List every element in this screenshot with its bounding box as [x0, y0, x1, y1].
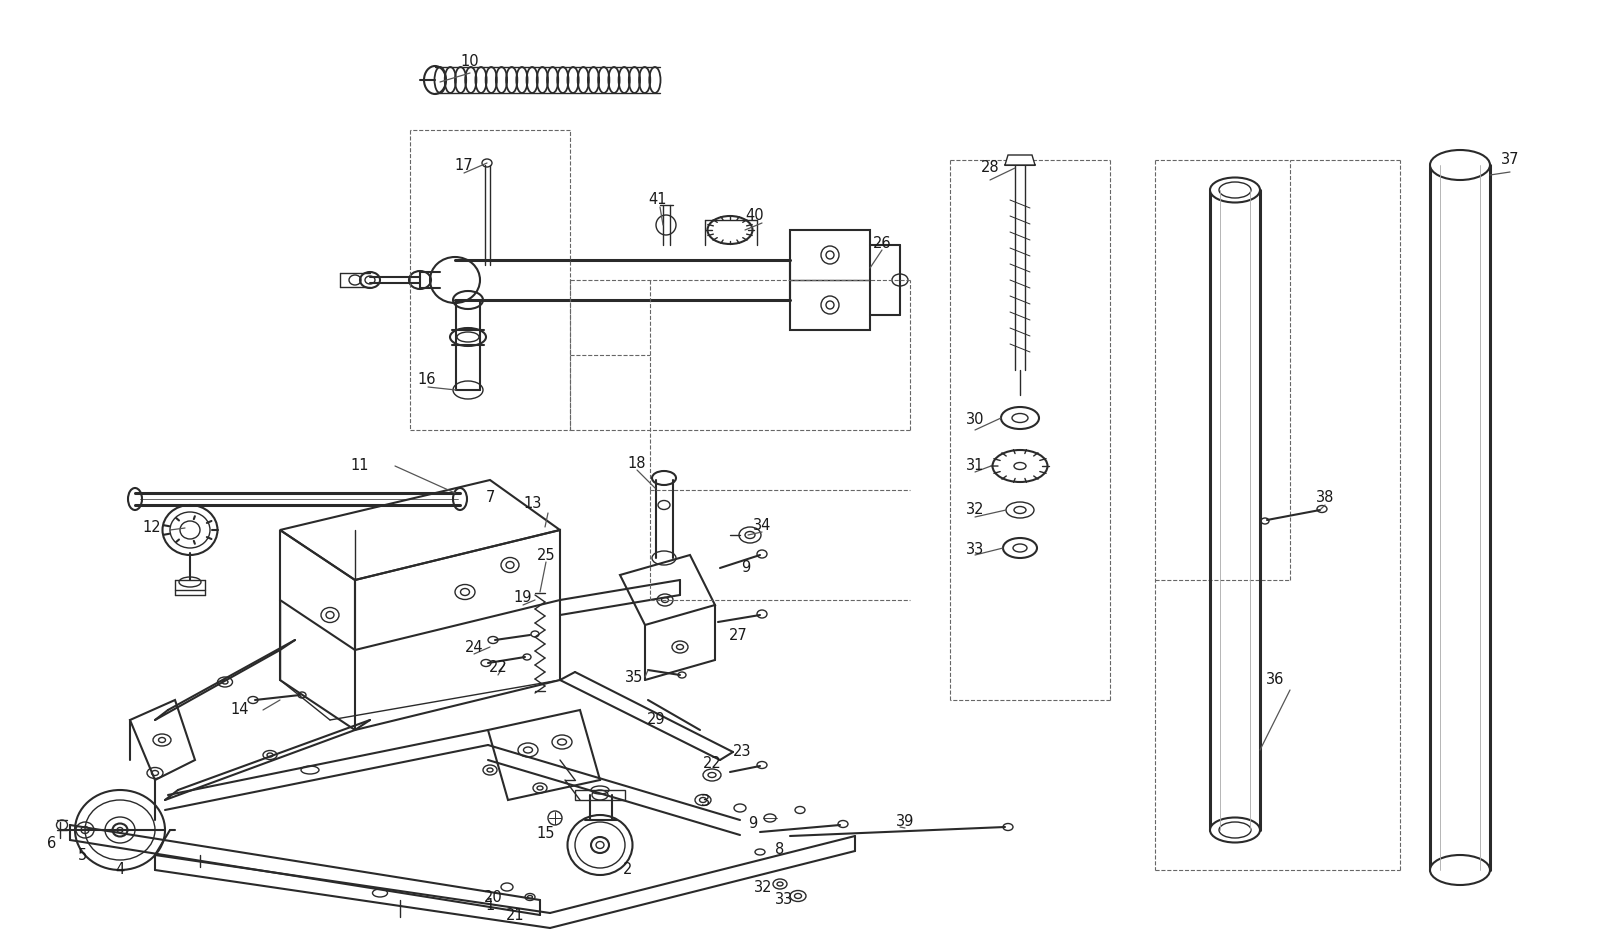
- Text: 34: 34: [754, 518, 771, 533]
- Text: 35: 35: [626, 669, 643, 684]
- Text: 26: 26: [872, 236, 891, 250]
- Text: 17: 17: [454, 157, 474, 172]
- Text: 8: 8: [776, 843, 784, 857]
- Text: 30: 30: [966, 412, 984, 427]
- Text: 12: 12: [142, 520, 162, 535]
- Text: 37: 37: [1501, 153, 1520, 168]
- Text: 20: 20: [483, 890, 502, 906]
- Text: 9: 9: [749, 816, 758, 831]
- Text: 14: 14: [230, 703, 250, 718]
- Ellipse shape: [1430, 150, 1490, 180]
- Text: 38: 38: [1315, 490, 1334, 505]
- Text: 11: 11: [350, 458, 370, 474]
- Text: 23: 23: [733, 744, 752, 759]
- Text: 36: 36: [1266, 672, 1285, 687]
- Text: 22: 22: [702, 757, 722, 772]
- Text: 25: 25: [536, 547, 555, 562]
- Text: 27: 27: [728, 627, 747, 642]
- Text: 39: 39: [896, 815, 914, 830]
- Text: 10: 10: [461, 55, 480, 70]
- Text: 7: 7: [485, 490, 494, 505]
- Text: 32: 32: [754, 880, 773, 895]
- Polygon shape: [1005, 155, 1035, 165]
- Text: 15: 15: [536, 826, 555, 841]
- Text: 33: 33: [966, 543, 984, 558]
- Ellipse shape: [1430, 855, 1490, 885]
- Ellipse shape: [1210, 817, 1261, 843]
- Text: 29: 29: [646, 712, 666, 727]
- Text: 28: 28: [981, 160, 1000, 176]
- Text: 18: 18: [627, 455, 646, 470]
- Text: 21: 21: [506, 909, 525, 924]
- Text: 16: 16: [418, 372, 437, 387]
- Text: 5: 5: [77, 847, 86, 862]
- Text: 31: 31: [966, 457, 984, 473]
- Text: 22: 22: [488, 660, 507, 676]
- Text: 33: 33: [774, 893, 794, 908]
- Text: 9: 9: [741, 560, 750, 575]
- Text: 40: 40: [746, 208, 765, 223]
- Text: 19: 19: [514, 590, 533, 605]
- Text: 41: 41: [648, 193, 667, 208]
- Ellipse shape: [1210, 178, 1261, 203]
- Text: 24: 24: [464, 641, 483, 655]
- Text: 13: 13: [523, 495, 542, 510]
- Text: 4: 4: [115, 862, 125, 878]
- Text: 6: 6: [48, 835, 56, 851]
- Text: 3: 3: [701, 794, 710, 809]
- Text: 2: 2: [624, 862, 632, 878]
- Text: 1: 1: [485, 897, 494, 912]
- Text: 32: 32: [966, 503, 984, 518]
